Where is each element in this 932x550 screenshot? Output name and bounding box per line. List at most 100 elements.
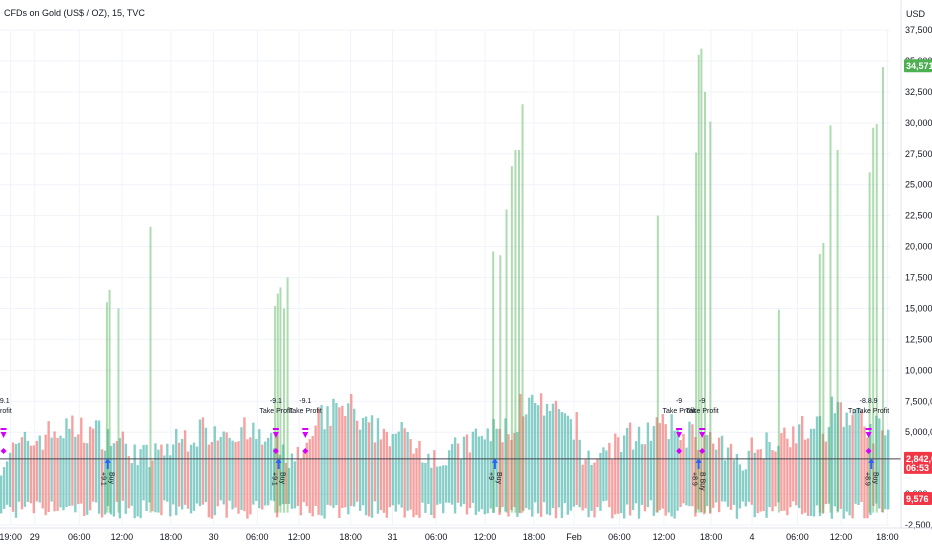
signal-value-label: -9.1 — [270, 398, 282, 405]
y-tick-label: 12,500,000 — [905, 334, 932, 344]
symbol-title[interactable]: CFDs on Gold (US$ / OZ), 15, TVC — [4, 8, 145, 18]
volume-bar — [118, 438, 122, 519]
volume-bar — [172, 444, 175, 505]
volume-bar — [771, 450, 774, 512]
x-tick-label: 18:00 — [339, 532, 362, 542]
volume-bar — [133, 444, 136, 519]
y-tick-label: 5,000,000 — [905, 427, 932, 437]
volume-bar — [480, 435, 483, 510]
volume-bar — [421, 462, 424, 503]
volume-bar — [605, 450, 608, 501]
buy-arrow-stem-icon — [697, 463, 700, 469]
x-axis[interactable]: 19:00 29 06:00 12:00 18:00 30 06:00 12:00 18:00 3… — [0, 527, 932, 542]
volume-bar — [501, 442, 504, 508]
volume-bar — [302, 451, 305, 503]
volume-bar — [284, 462, 288, 504]
signal-text-label: Take Profit — [686, 408, 719, 415]
diamond-icon — [272, 448, 279, 454]
volume-bar — [121, 431, 124, 501]
volume-spike — [777, 309, 780, 513]
volume-bar — [453, 437, 457, 514]
volume-bar — [842, 426, 845, 519]
volume-bar — [237, 441, 240, 514]
volume-bar — [738, 464, 742, 509]
currency-label: USD — [906, 9, 926, 19]
buy-arrow-stem-icon — [870, 463, 873, 469]
volume-bar — [649, 440, 653, 501]
volume-bar — [510, 439, 513, 510]
volume-bar — [278, 454, 282, 506]
volume-bar — [468, 452, 472, 509]
volume-spike — [499, 255, 502, 513]
y-tick-label: 30,000,000 — [905, 118, 932, 128]
x-tick-label: 06:00 — [246, 532, 269, 542]
volume-bar — [47, 421, 50, 513]
volume-bar — [243, 417, 246, 512]
volume-bar — [548, 410, 552, 516]
buy-label-group: B Buy+8.9 — [691, 472, 706, 491]
volume-bar — [424, 462, 427, 513]
volume-bar — [643, 444, 647, 512]
volume-bar — [210, 441, 213, 519]
y-tick-label: 27,500,000 — [905, 149, 932, 159]
volume-spike — [274, 305, 277, 513]
volume-bar — [697, 450, 700, 510]
volume-bar — [338, 407, 341, 518]
volume-bar — [94, 420, 98, 503]
volume-bar — [611, 459, 614, 519]
take-profit-arrow-icon — [699, 432, 706, 438]
volume-bar — [415, 448, 418, 516]
volume-bar — [741, 470, 745, 502]
buy-label-group: Buy+9 — [487, 472, 502, 485]
volume-spikes — [105, 48, 884, 513]
volume-bar — [11, 442, 15, 512]
price-badge — [904, 492, 932, 506]
volume-bar — [534, 403, 537, 503]
volume-bar — [617, 437, 620, 514]
volume-spike — [836, 150, 839, 513]
volume-bar — [679, 440, 682, 508]
volume-bar — [65, 418, 68, 508]
signal-value-label: -9 — [676, 398, 682, 405]
y-tick-label: 25,000,000 — [905, 180, 932, 190]
volume-bar — [20, 437, 24, 510]
take-profit-marker-icon — [699, 428, 706, 430]
volume-bar — [267, 437, 270, 506]
volume-bar — [495, 428, 498, 508]
buy-value-label: +8.9 — [691, 472, 698, 486]
volume-bar — [614, 433, 617, 515]
volume-bar — [783, 427, 786, 511]
volume-bar — [124, 443, 127, 514]
volume-bar — [145, 444, 148, 512]
volume-bar — [803, 439, 807, 513]
volume-bar — [602, 447, 605, 502]
volume-bar — [213, 426, 216, 516]
diamond-icon — [302, 448, 309, 454]
volume-bar — [115, 441, 119, 502]
y-axis[interactable]: 37,500,00035,000,00032,500,00030,000,000… — [900, 0, 932, 530]
volume-bar — [400, 421, 403, 508]
volume-spike — [492, 251, 495, 513]
volume-spike — [117, 308, 120, 513]
volume-bar — [166, 443, 169, 502]
volume-bar — [83, 442, 86, 516]
volume-bar — [332, 398, 335, 508]
volume-bar — [827, 427, 831, 504]
take-profit-arrow-icon — [865, 432, 872, 438]
signal-value-label: -9.1 — [299, 398, 311, 405]
volume-bar — [593, 462, 596, 518]
buy-label-group: Buy+8.9 — [863, 472, 878, 486]
volume-bar — [2, 467, 6, 509]
volume-bar — [812, 428, 816, 517]
buy-label-group: Buy+9.1 — [100, 472, 115, 486]
volume-bar — [62, 438, 65, 511]
volume-bar — [531, 394, 534, 517]
volume-bar — [240, 427, 243, 510]
buy-label: B Buy — [699, 472, 706, 491]
volume-bar — [709, 432, 712, 514]
volume-bar — [667, 439, 670, 513]
volume-bar — [492, 419, 495, 513]
volume-bar — [436, 466, 439, 505]
volume-bar — [71, 415, 74, 506]
